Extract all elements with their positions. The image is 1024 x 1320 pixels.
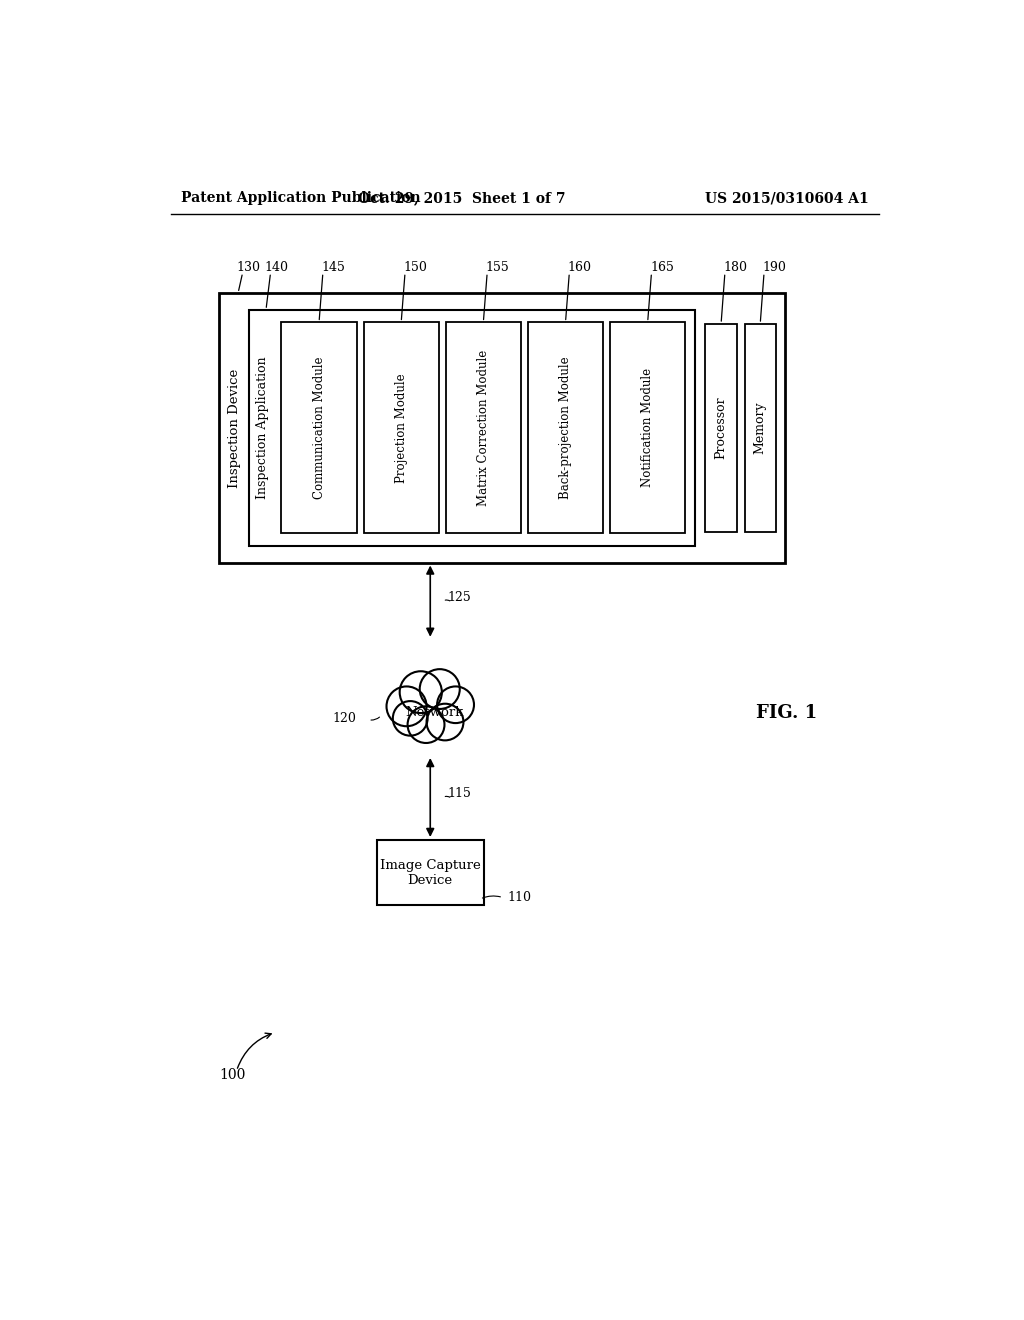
Bar (706, 323, 736, 532)
Text: Back-projection Module: Back-projection Module (559, 356, 572, 499)
Text: Network: Network (404, 706, 463, 719)
Bar (377, 840, 483, 906)
Text: 115: 115 (447, 787, 471, 800)
Text: 155: 155 (485, 261, 509, 275)
Bar (219, 293, 785, 562)
Text: 145: 145 (322, 261, 345, 275)
Circle shape (408, 706, 444, 743)
Text: Projection Module: Projection Module (394, 374, 408, 483)
Text: Memory: Memory (754, 401, 767, 454)
Text: 160: 160 (568, 261, 592, 275)
Text: 180: 180 (723, 261, 748, 275)
Bar (528, 322, 603, 533)
Text: Inspection Application: Inspection Application (256, 356, 269, 499)
Circle shape (437, 686, 474, 723)
Text: 100: 100 (219, 1068, 246, 1081)
Text: 150: 150 (403, 261, 427, 275)
Bar (445, 322, 521, 533)
Text: 125: 125 (447, 591, 471, 603)
Bar (744, 323, 776, 532)
Circle shape (427, 704, 464, 741)
Text: US 2015/0310604 A1: US 2015/0310604 A1 (706, 191, 869, 206)
Text: 165: 165 (650, 261, 674, 275)
Text: Matrix Correction Module: Matrix Correction Module (477, 350, 489, 506)
Circle shape (386, 686, 427, 726)
Text: Image Capture
Device: Image Capture Device (380, 858, 480, 887)
Text: Patent Application Publication: Patent Application Publication (180, 191, 420, 206)
Ellipse shape (401, 692, 459, 726)
Text: Processor: Processor (715, 396, 728, 459)
Bar (610, 322, 685, 533)
Bar (282, 322, 356, 533)
Circle shape (393, 701, 428, 735)
Text: 130: 130 (237, 261, 260, 275)
Text: 190: 190 (763, 261, 786, 275)
Circle shape (399, 672, 441, 713)
Circle shape (420, 669, 460, 709)
Text: Communication Module: Communication Module (312, 356, 326, 499)
Text: Oct. 29, 2015  Sheet 1 of 7: Oct. 29, 2015 Sheet 1 of 7 (357, 191, 565, 206)
Text: Notification Module: Notification Module (641, 368, 654, 487)
Bar (249, 310, 694, 545)
Text: 120: 120 (332, 711, 356, 725)
Bar (364, 322, 438, 533)
Text: 110: 110 (507, 891, 531, 904)
Text: Inspection Device: Inspection Device (227, 368, 241, 487)
Text: 140: 140 (264, 261, 289, 275)
Text: FIG. 1: FIG. 1 (756, 704, 817, 722)
